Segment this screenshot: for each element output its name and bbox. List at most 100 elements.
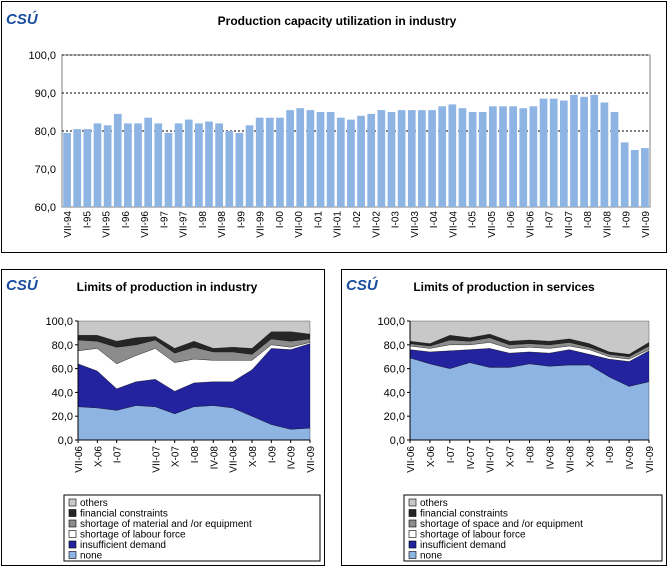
utilization-bar xyxy=(326,112,335,207)
utilization-bar xyxy=(276,117,284,207)
utilization-bar xyxy=(630,150,639,207)
utilization-x-tick-label: I-00 xyxy=(275,211,286,229)
utilization-bar xyxy=(367,113,376,207)
utilization-x-tick-label: VII-08 xyxy=(602,211,613,238)
industry-x-tick-label: X-06 xyxy=(93,446,104,468)
utilization-bar xyxy=(428,110,436,207)
utilization-bar xyxy=(478,112,487,207)
utilization-bar xyxy=(113,113,122,207)
services-legend-swatch-none xyxy=(408,551,417,559)
utilization-bar xyxy=(347,119,355,207)
utilization-bar xyxy=(306,110,315,207)
utilization-bar xyxy=(489,106,497,207)
services-x-tick-label: I-09 xyxy=(605,446,616,464)
services-legend-label: insufficient demand xyxy=(420,540,506,551)
industry-legend-label: shortage of material and /or equipment xyxy=(80,519,252,530)
utilization-y-tick-label: 60,0 xyxy=(35,202,56,214)
utilization-x-tick-label: VII-04 xyxy=(448,211,459,238)
services-x-tick-label: I-07 xyxy=(446,446,457,464)
utilization-x-tick-label: VII-03 xyxy=(410,211,421,238)
utilization-x-tick-label: I-01 xyxy=(313,211,324,229)
industry-legend-swatch-shortage-of-labour-force xyxy=(68,530,77,538)
industry-x-tick-label: VII-07 xyxy=(151,446,162,473)
utilization-x-tick-label: I-95 xyxy=(82,211,93,229)
utilization-bar xyxy=(529,106,538,207)
services-legend-box xyxy=(403,494,663,562)
services-legend-label: shortage of labour force xyxy=(420,530,526,541)
industry-x-tick-label: X-07 xyxy=(171,446,182,468)
industry-limits-chart: 0,0 20,0 40,0 60,0 80,0 100,0 VII-06 X-06 I-07 VI… xyxy=(45,316,317,473)
industry-legend-label: financial constraints xyxy=(80,509,168,520)
industry-legend-swatch-financial-constraints xyxy=(68,509,77,517)
services-y-tick-label: 80,0 xyxy=(384,340,405,352)
utilization-x-tick-label: VII-09 xyxy=(641,211,652,238)
utilization-bar xyxy=(539,98,548,207)
utilization-y-tick-label: 80,0 xyxy=(35,126,56,138)
utilization-bar xyxy=(357,115,365,207)
utilization-bar xyxy=(580,96,588,207)
utilization-x-tick-label: I-05 xyxy=(468,211,479,229)
utilization-y-tick-label: 90,0 xyxy=(35,88,56,100)
industry-x-tick-label: IV-09 xyxy=(287,446,298,470)
services-y-tick-label: 20,0 xyxy=(384,411,405,423)
services-x-tick-label: VII-09 xyxy=(645,446,656,473)
industry-x-tick-label: I-08 xyxy=(190,446,201,464)
utilization-bar xyxy=(610,112,619,207)
utilization-bar xyxy=(377,110,386,207)
industry-x-tick-label: VII-08 xyxy=(229,446,240,473)
utilization-bar xyxy=(438,106,447,207)
utilization-bar xyxy=(468,112,477,207)
industry-y-tick-label: 60,0 xyxy=(52,364,73,376)
services-area-others xyxy=(409,320,650,355)
industry-y-tick-label: 20,0 xyxy=(52,411,73,423)
utilization-bar xyxy=(195,123,203,207)
utilization-bar xyxy=(316,112,325,207)
industry-legend-swatch-others xyxy=(68,498,77,507)
utilization-bar xyxy=(235,132,244,207)
utilization-bar xyxy=(549,98,558,207)
utilization-x-tick-label: VII-00 xyxy=(294,211,305,238)
utilization-bar xyxy=(620,142,629,207)
utilization-bar xyxy=(134,123,142,207)
industry-legend-label: others xyxy=(80,498,108,509)
services-x-tick-label: VII-08 xyxy=(565,446,576,473)
services-legend-label: shortage of space and /or equipment xyxy=(420,519,583,530)
utilization-bar xyxy=(93,123,102,207)
utilization-y-tick-label: 70,0 xyxy=(35,164,56,176)
services-x-tick-label: IV-09 xyxy=(625,446,636,470)
utilization-x-tick-label: VII-95 xyxy=(102,211,113,238)
industry-legend-swatch-insufficient-demand xyxy=(68,540,77,549)
utilization-bar xyxy=(124,123,132,207)
utilization-bar xyxy=(205,121,213,207)
industry-area-others xyxy=(77,320,311,349)
utilization-x-tick-label: I-07 xyxy=(545,211,556,229)
industry-x-tick-label: VII-06 xyxy=(74,446,85,473)
utilization-bar xyxy=(387,112,396,207)
logo-top: CSÚ xyxy=(6,10,39,28)
utilization-bar xyxy=(397,110,406,207)
industry-y-tick-label: 100,0 xyxy=(45,316,73,328)
utilization-x-tick-label: I-06 xyxy=(506,211,517,229)
services-legend-label: financial constraints xyxy=(420,509,508,520)
utilization-chart: 60,0 70,0 80,0 90,0 100,0 VII-94 I-95 VII-95 I-9… xyxy=(28,50,651,238)
utilization-x-tick-label: I-99 xyxy=(236,211,247,229)
utilization-bar xyxy=(154,123,163,207)
utilization-x-tick-label: VII-97 xyxy=(179,211,190,238)
utilization-x-tick-label: VII-94 xyxy=(63,211,74,238)
utilization-bar xyxy=(336,117,345,207)
industry-y-tick-label: 40,0 xyxy=(52,387,73,399)
utilization-bar xyxy=(164,132,173,207)
services-x-tick-label: IV-08 xyxy=(545,446,556,470)
utilization-bar xyxy=(641,148,649,207)
services-x-tick-label: I-08 xyxy=(526,446,537,464)
services-legend-swatch-financial-constraints xyxy=(408,509,417,517)
utilization-bar xyxy=(509,106,517,207)
utilization-bar xyxy=(174,123,183,207)
utilization-bar xyxy=(418,110,426,207)
services-x-tick-label: VII-06 xyxy=(406,446,417,473)
utilization-bar xyxy=(519,108,528,207)
utilization-y-tick-label: 100,0 xyxy=(28,50,56,62)
utilization-x-tick-label: I-02 xyxy=(352,211,363,229)
utilization-bar xyxy=(103,125,112,207)
